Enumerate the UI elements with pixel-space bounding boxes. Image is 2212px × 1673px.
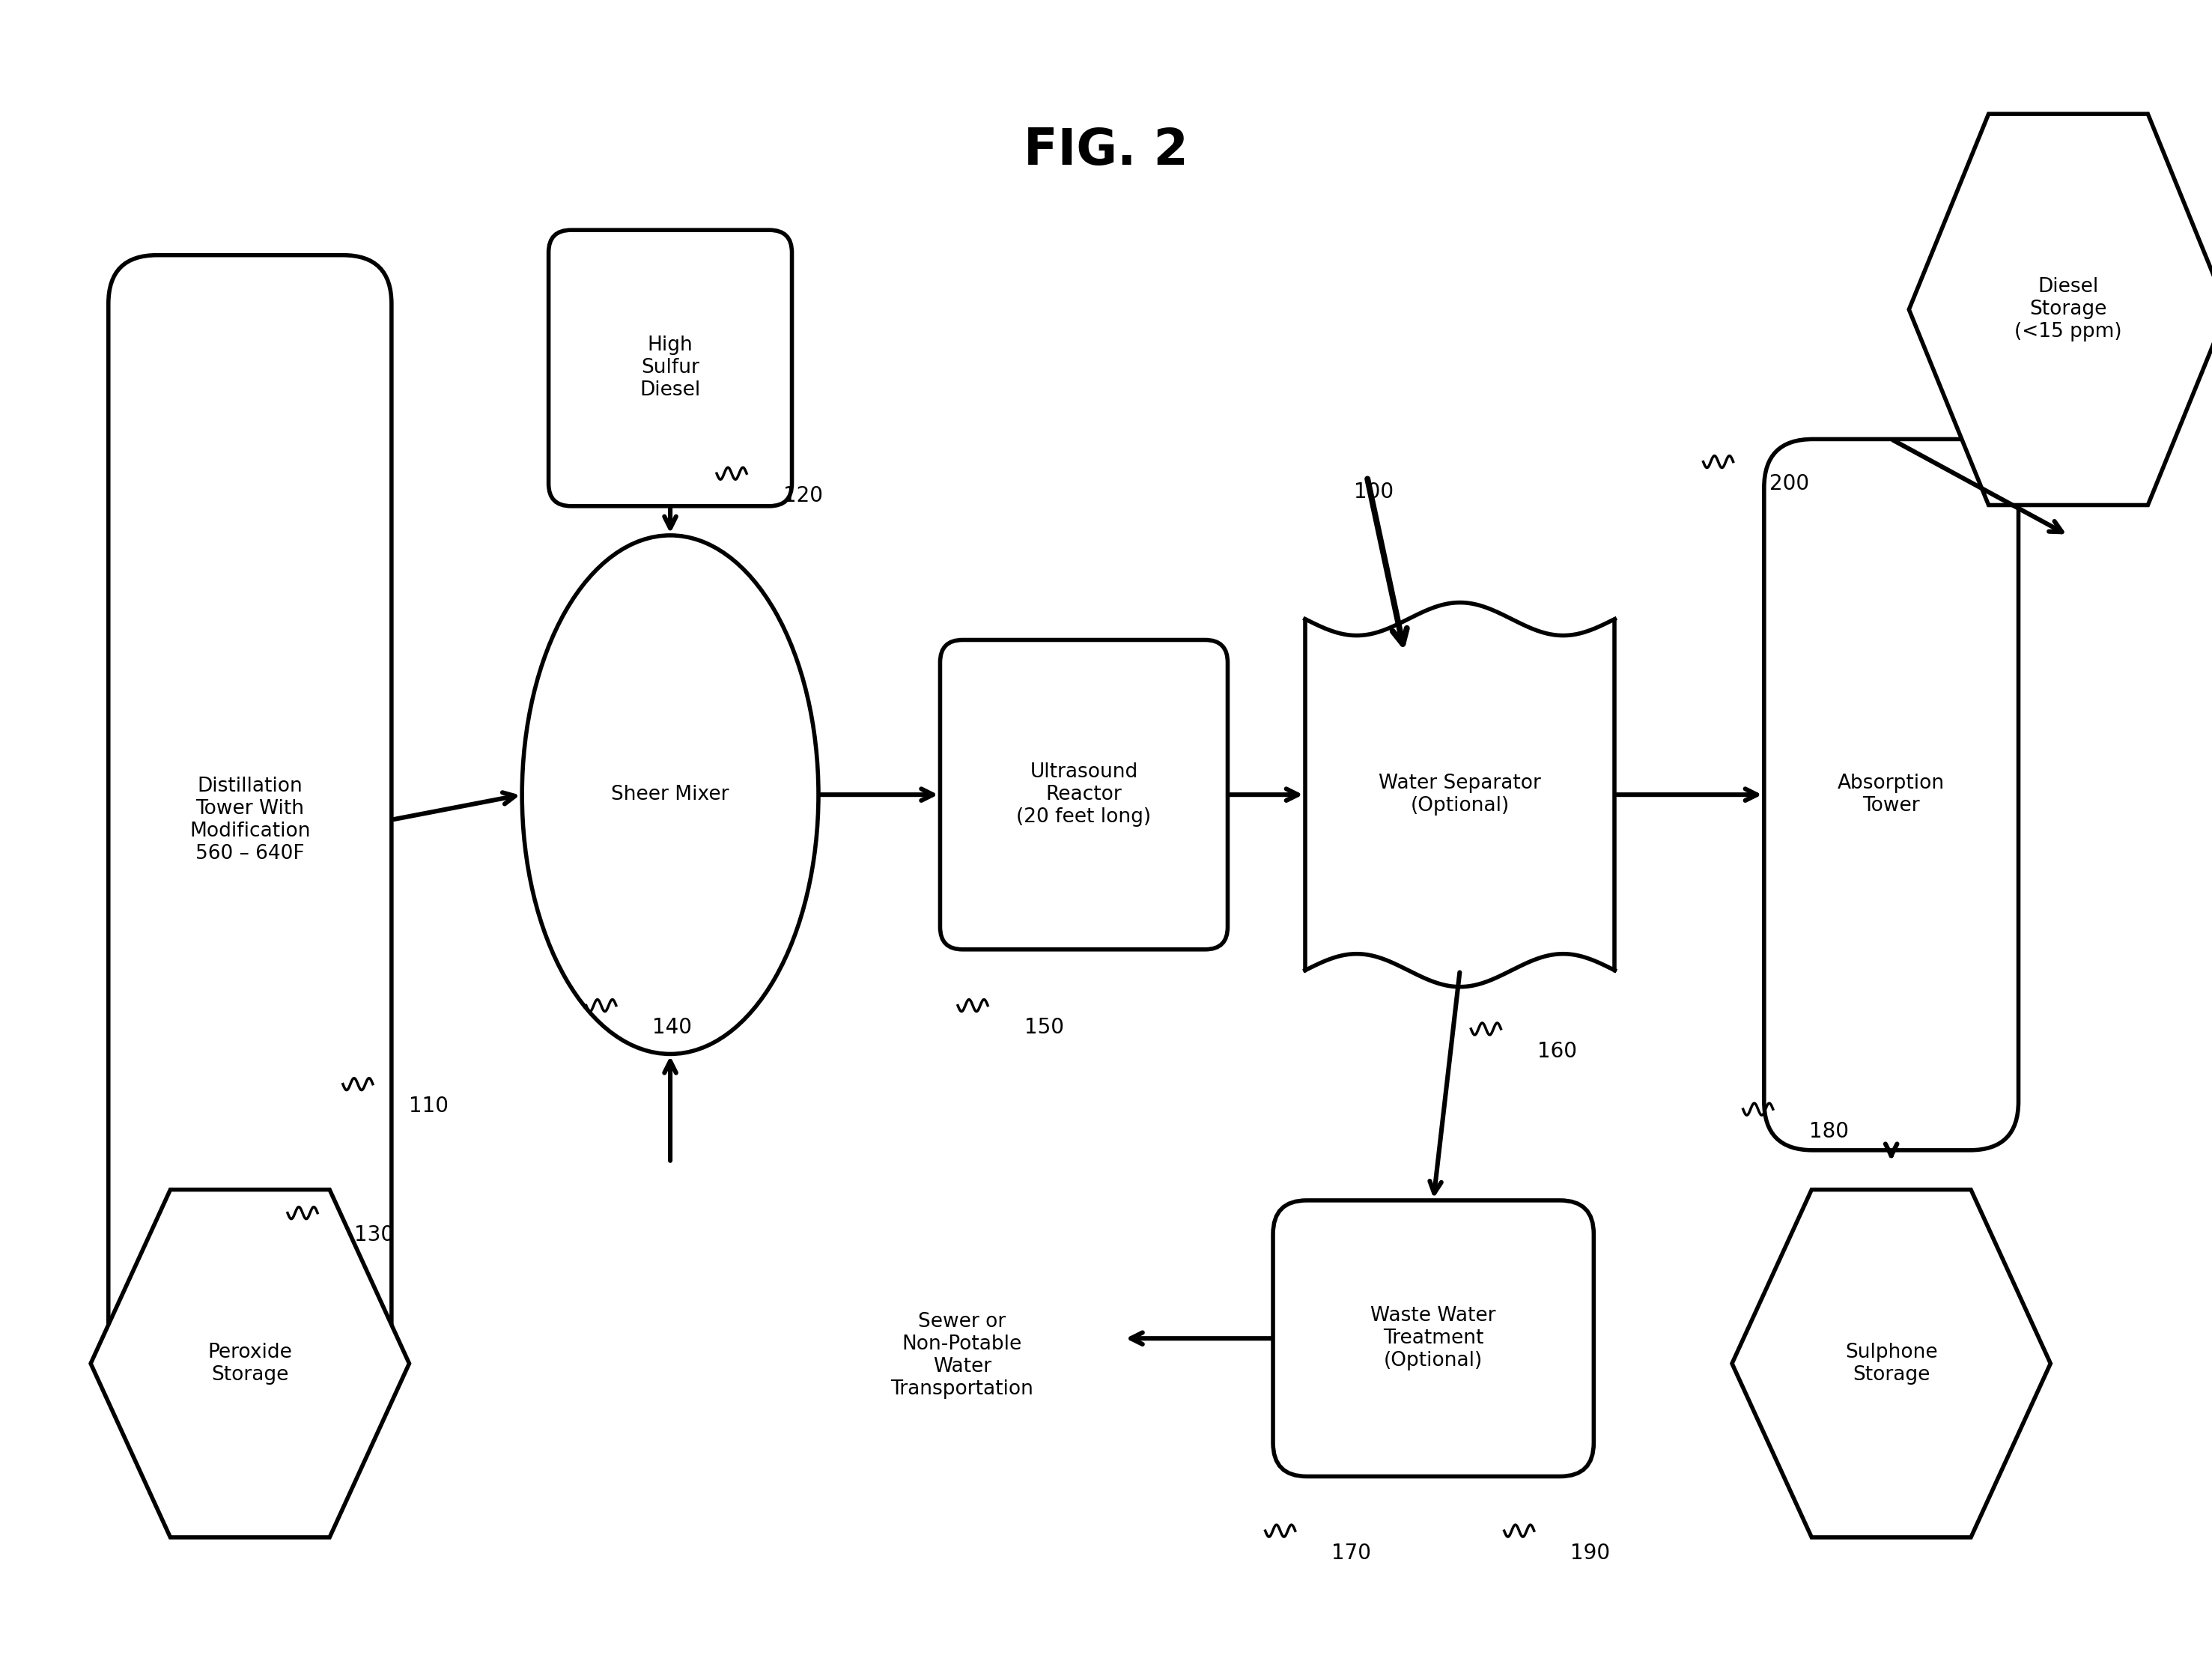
Text: 170: 170 xyxy=(1332,1543,1371,1564)
Text: Distillation
Tower With
Modification
560 – 640F: Distillation Tower With Modification 560… xyxy=(190,776,310,863)
Text: 100: 100 xyxy=(1354,482,1394,504)
Polygon shape xyxy=(1305,602,1615,987)
Text: 190: 190 xyxy=(1571,1543,1610,1564)
Text: 110: 110 xyxy=(409,1096,449,1118)
Text: 130: 130 xyxy=(354,1225,394,1246)
Text: 120: 120 xyxy=(783,485,823,507)
Text: High
Sulfur
Diesel: High Sulfur Diesel xyxy=(639,336,701,400)
Text: Sulphone
Storage: Sulphone Storage xyxy=(1845,1342,1938,1385)
FancyBboxPatch shape xyxy=(1274,1201,1593,1477)
Ellipse shape xyxy=(522,535,818,1054)
FancyBboxPatch shape xyxy=(940,639,1228,949)
Text: Water Separator
(Optional): Water Separator (Optional) xyxy=(1378,773,1542,816)
Polygon shape xyxy=(1732,1190,2051,1537)
Polygon shape xyxy=(1909,114,2212,505)
FancyBboxPatch shape xyxy=(549,229,792,505)
Text: 150: 150 xyxy=(1024,1017,1064,1039)
Text: Absorption
Tower: Absorption Tower xyxy=(1838,773,1944,816)
Text: Ultrasound
Reactor
(20 feet long): Ultrasound Reactor (20 feet long) xyxy=(1018,763,1150,826)
Text: Diesel
Storage
(<15 ppm): Diesel Storage (<15 ppm) xyxy=(2015,278,2121,341)
Text: FIG. 2: FIG. 2 xyxy=(1024,125,1188,176)
FancyBboxPatch shape xyxy=(1765,438,2017,1151)
Text: 160: 160 xyxy=(1537,1041,1577,1062)
Text: 140: 140 xyxy=(653,1017,692,1039)
FancyBboxPatch shape xyxy=(108,254,392,1385)
Text: Peroxide
Storage: Peroxide Storage xyxy=(208,1342,292,1385)
Text: 180: 180 xyxy=(1809,1121,1849,1143)
Polygon shape xyxy=(91,1190,409,1537)
Text: Waste Water
Treatment
(Optional): Waste Water Treatment (Optional) xyxy=(1371,1307,1495,1370)
Text: 200: 200 xyxy=(1770,473,1809,495)
Text: Sheer Mixer: Sheer Mixer xyxy=(611,785,730,805)
Text: Sewer or
Non-Potable
Water
Transportation: Sewer or Non-Potable Water Transportatio… xyxy=(891,1312,1033,1399)
